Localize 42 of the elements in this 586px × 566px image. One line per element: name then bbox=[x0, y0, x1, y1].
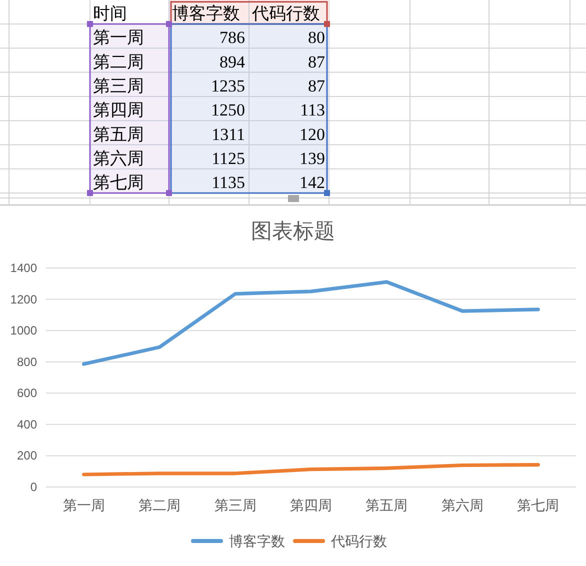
category-label: 第六周 bbox=[93, 148, 144, 168]
data-label: 139 bbox=[300, 148, 325, 168]
data-label: 80 bbox=[308, 28, 325, 48]
x-tick-label: 第五周 bbox=[366, 497, 408, 513]
data-label: 1311 bbox=[212, 124, 245, 144]
data-label: 87 bbox=[308, 52, 325, 72]
x-tick-label: 第七周 bbox=[517, 497, 560, 513]
data-label: 894 bbox=[220, 52, 245, 72]
data-label: 87 bbox=[308, 76, 325, 96]
legend-label: 博客字数 bbox=[229, 533, 285, 549]
category-label: 第七周 bbox=[93, 173, 144, 192]
category-label: 第五周 bbox=[93, 124, 144, 144]
data-label: 120 bbox=[300, 124, 325, 144]
y-tick-label: 800 bbox=[16, 354, 38, 369]
y-tick-label: 0 bbox=[30, 480, 38, 494]
x-tick-label: 第二周 bbox=[138, 497, 181, 513]
x-tick-label: 第一周 bbox=[62, 497, 105, 513]
legend-label: 代码行数 bbox=[330, 533, 387, 549]
data-label: 1235 bbox=[211, 76, 245, 96]
y-tick-label: 600 bbox=[16, 386, 38, 400]
x-tick-label: 第三周 bbox=[214, 497, 256, 513]
category-label: 第一周 bbox=[93, 28, 144, 48]
data-label: 786 bbox=[220, 28, 245, 48]
category-label: 第四周 bbox=[93, 100, 144, 120]
y-tick-label: 200 bbox=[16, 448, 38, 463]
category-label: 第三周 bbox=[93, 76, 144, 96]
data-label: 113 bbox=[300, 100, 325, 120]
chart-title: 图表标题 bbox=[251, 220, 335, 243]
column-header: 时间 bbox=[93, 4, 127, 23]
column-header: 博客字数 bbox=[172, 4, 240, 23]
data-label: 1135 bbox=[212, 173, 245, 192]
x-tick-label: 第六周 bbox=[441, 497, 484, 513]
data-label: 142 bbox=[300, 173, 325, 192]
column-header: 代码行数 bbox=[252, 4, 320, 23]
y-tick-label: 400 bbox=[16, 417, 38, 432]
y-tick-label: 1200 bbox=[10, 292, 38, 306]
y-tick-label: 1000 bbox=[10, 324, 38, 338]
data-label: 1250 bbox=[211, 100, 245, 120]
x-tick-label: 第四周 bbox=[290, 497, 332, 513]
category-label: 第二周 bbox=[93, 52, 144, 72]
y-tick-label: 1400 bbox=[10, 261, 38, 275]
data-label: 1125 bbox=[212, 148, 245, 168]
